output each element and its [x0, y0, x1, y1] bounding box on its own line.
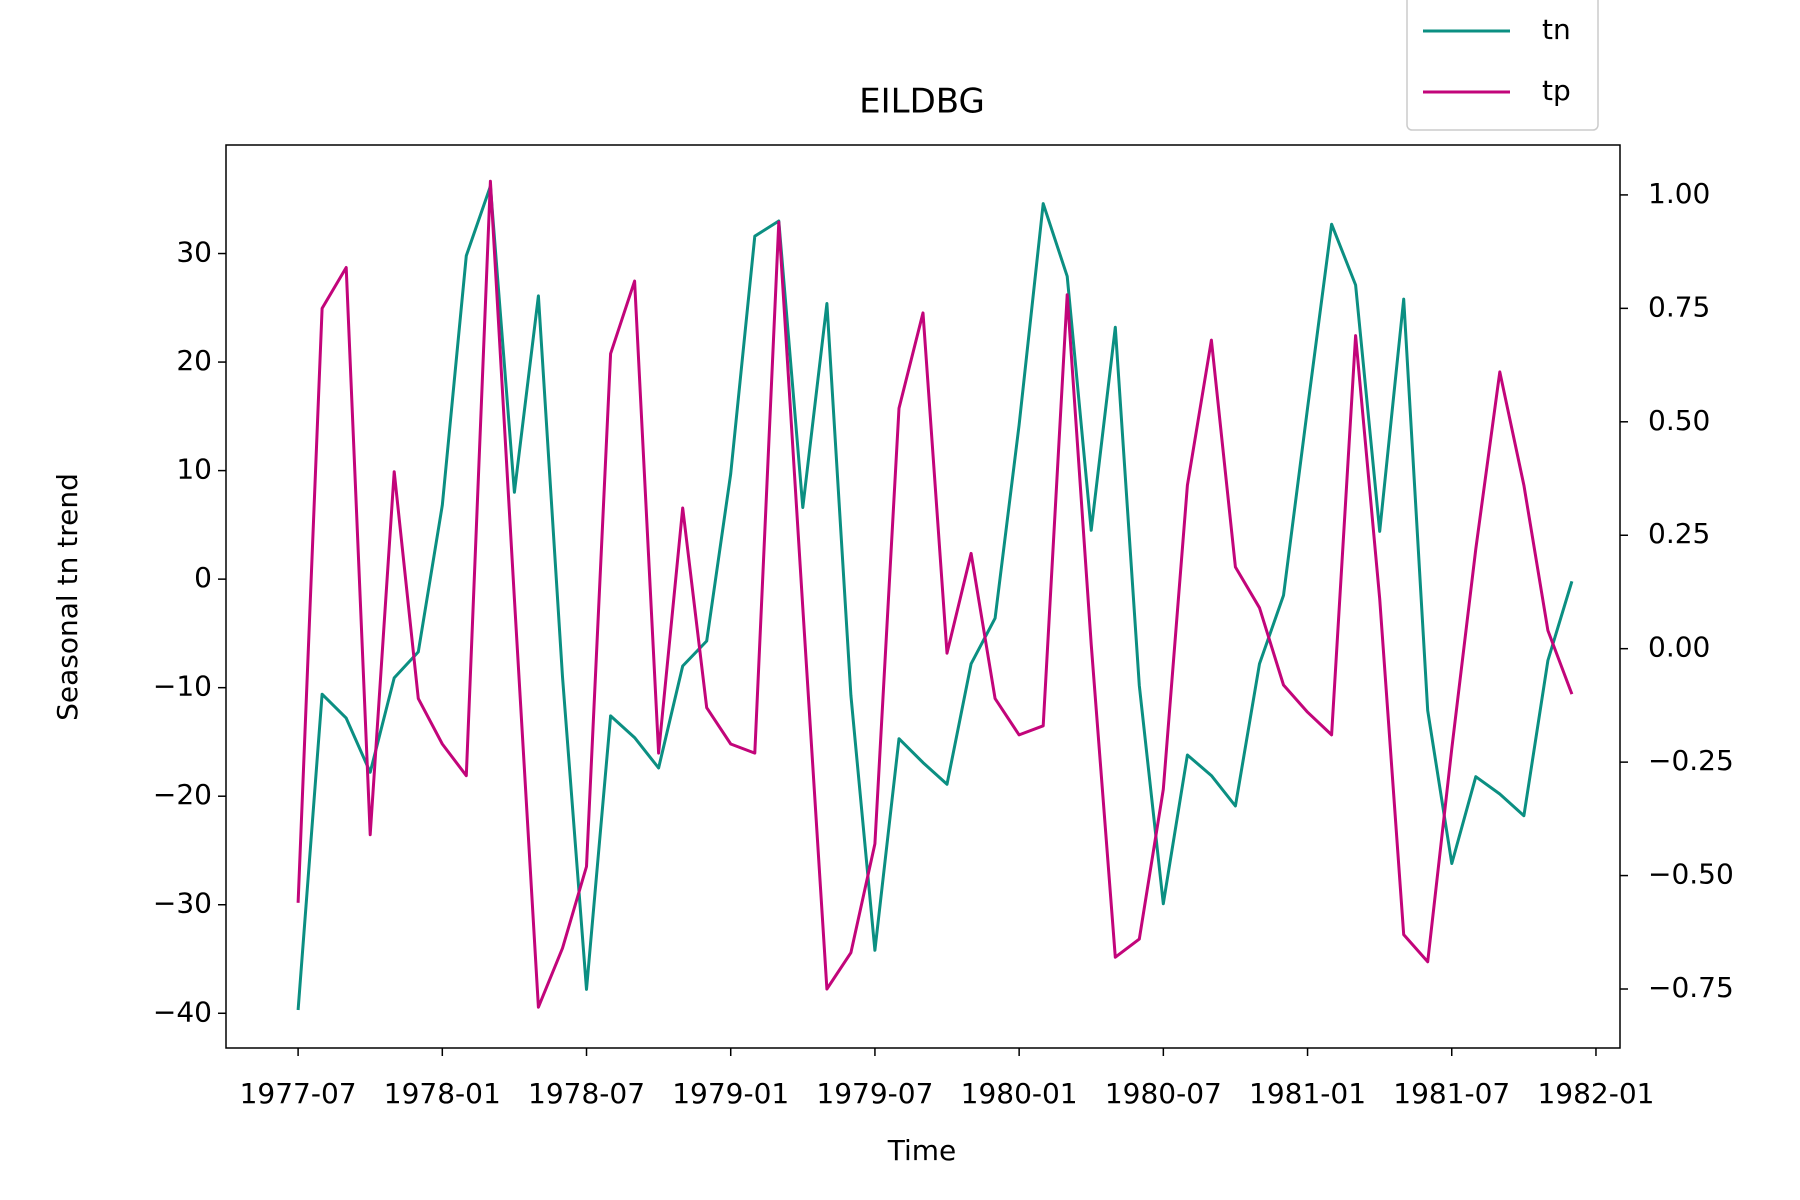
legend-label: tp	[1542, 74, 1571, 107]
y2-tick-label: 0.25	[1648, 517, 1710, 550]
x-tick-label: 1979-07	[816, 1077, 933, 1110]
x-tick-label: 1981-07	[1393, 1077, 1510, 1110]
y-tick-label: −20	[153, 778, 212, 811]
y2-tick-label: −0.25	[1648, 744, 1734, 777]
y-tick-label: −10	[153, 670, 212, 703]
chart-title: EILDBG	[859, 82, 985, 122]
y2-tick-label: 0.75	[1648, 290, 1710, 323]
y-tick-label: 20	[176, 344, 212, 377]
x-tick-label: 1980-01	[961, 1077, 1078, 1110]
y-tick-label: 10	[176, 453, 212, 486]
y2-tick-label: −0.75	[1648, 971, 1734, 1004]
legend-label: tn	[1542, 13, 1571, 46]
x-tick-label: 1981-01	[1249, 1077, 1366, 1110]
x-tick-label: 1979-01	[672, 1077, 789, 1110]
series-line	[296, 179, 1574, 1009]
y2-tick-label: 0.00	[1648, 631, 1710, 664]
plot-frame	[225, 144, 1621, 1049]
x-tick-label: 1980-07	[1105, 1077, 1222, 1110]
y-axis-label: Seasonal tn trend	[51, 473, 84, 721]
x-tick-label: 1977-07	[240, 1077, 357, 1110]
x-tick-label: 1978-07	[528, 1077, 645, 1110]
series-line	[296, 184, 1574, 1011]
y-tick-label: 0	[194, 561, 212, 594]
y2-tick-label: 0.50	[1648, 404, 1710, 437]
x-tick-label: 1978-01	[384, 1077, 501, 1110]
y-tick-label: −40	[153, 995, 212, 1028]
y-tick-label: −30	[153, 887, 212, 920]
y-tick-label: 30	[176, 236, 212, 269]
x-axis-label: Time	[887, 1134, 957, 1167]
y2-tick-label: −0.50	[1648, 858, 1734, 891]
y2-tick-label: 1.00	[1648, 177, 1710, 210]
x-tick-label: 1982-01	[1537, 1077, 1654, 1110]
